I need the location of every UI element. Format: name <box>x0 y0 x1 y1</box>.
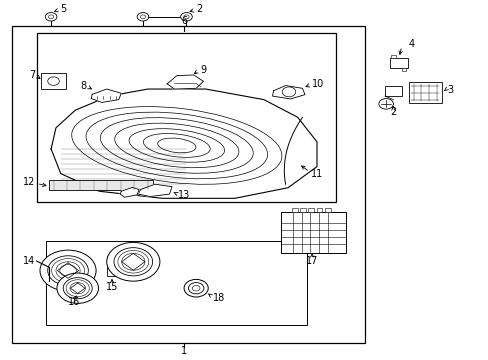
Bar <box>408 82 441 103</box>
Bar <box>300 208 305 212</box>
Text: 5: 5 <box>60 4 66 14</box>
Bar <box>49 180 152 189</box>
Circle shape <box>183 279 208 297</box>
Text: 1: 1 <box>181 346 187 356</box>
Bar <box>324 208 330 212</box>
Text: 7: 7 <box>29 70 35 80</box>
Bar <box>280 212 346 253</box>
Polygon shape <box>120 188 139 197</box>
Bar <box>12 26 365 343</box>
Text: 17: 17 <box>305 256 318 266</box>
Bar <box>316 208 322 212</box>
Polygon shape <box>167 75 203 89</box>
Circle shape <box>114 248 152 276</box>
Text: 11: 11 <box>310 169 323 179</box>
Bar <box>308 208 313 212</box>
Circle shape <box>45 13 57 21</box>
Circle shape <box>378 99 393 109</box>
Circle shape <box>180 13 192 21</box>
Text: 3: 3 <box>447 85 453 95</box>
Text: 14: 14 <box>23 256 35 266</box>
Circle shape <box>48 256 88 285</box>
Bar <box>401 68 406 71</box>
Text: 10: 10 <box>311 79 324 89</box>
Polygon shape <box>272 86 305 99</box>
Text: 2: 2 <box>389 107 396 117</box>
Polygon shape <box>138 184 172 197</box>
Text: 12: 12 <box>23 177 35 188</box>
Circle shape <box>63 278 92 299</box>
Text: 13: 13 <box>178 190 190 200</box>
Circle shape <box>137 13 148 21</box>
Text: 4: 4 <box>407 39 413 49</box>
Text: 16: 16 <box>68 297 81 307</box>
Text: 2: 2 <box>196 4 202 14</box>
Bar <box>46 240 307 325</box>
Bar <box>106 256 126 276</box>
Bar <box>389 58 407 68</box>
Circle shape <box>40 250 96 291</box>
Bar <box>41 73 65 89</box>
Text: 18: 18 <box>213 293 225 303</box>
Text: 9: 9 <box>200 65 206 75</box>
Polygon shape <box>51 89 316 198</box>
Bar <box>384 86 401 96</box>
Circle shape <box>57 273 98 303</box>
Text: 8: 8 <box>80 81 86 90</box>
Polygon shape <box>91 89 121 103</box>
Text: 6: 6 <box>181 16 187 26</box>
Bar <box>37 33 336 202</box>
Bar <box>291 208 297 212</box>
Bar <box>390 55 395 58</box>
Text: 15: 15 <box>105 283 118 292</box>
Circle shape <box>106 242 160 281</box>
Circle shape <box>188 283 203 294</box>
